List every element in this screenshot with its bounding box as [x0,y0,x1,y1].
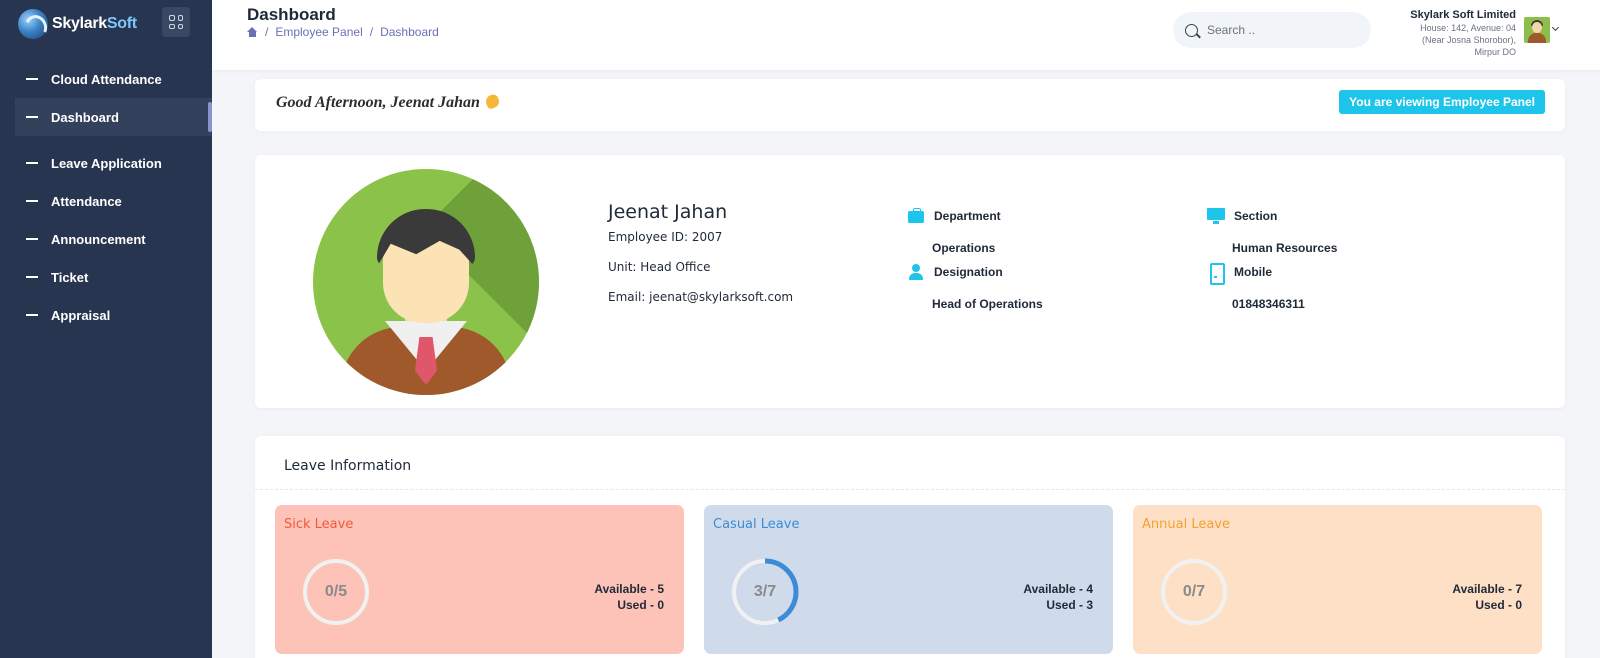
profile-card: Jeenat Jahan Employee ID: 2007 Unit: Hea… [255,155,1565,408]
sidebar-item-leave-application[interactable]: Leave Application [0,144,212,182]
breadcrumb-dashboard[interactable]: Dashboard [380,25,439,39]
monitor-icon [1207,207,1225,225]
sidebar-nav: Cloud Attendance Dashboard Leave Applica… [0,60,212,334]
company-address-line-1: House: 142, Avenue: 04 [1420,23,1516,33]
mobile-icon [1207,263,1225,285]
sidebar-item-label: Announcement [51,231,146,247]
profile-photo [313,169,539,395]
brand[interactable]: SkylarkSoft [0,0,212,48]
sidebar-item-ticket[interactable]: Ticket [0,258,212,296]
dash-icon [26,276,38,278]
divider [255,489,1565,490]
sidebar-item-label: Ticket [51,269,89,285]
top-header: Dashboard / Employee Panel / Dashboard S… [212,0,1600,70]
section-block: Section Human Resources [1207,207,1337,255]
greeting-text: Good Afternoon, Jeenat Jahan [276,93,501,112]
brand-name: SkylarkSoft [52,15,137,32]
leave-stats: Available - 5 Used - 0 [594,581,664,613]
employee-id: Employee ID: 2007 [608,230,723,244]
brand-logo-icon [18,9,48,39]
sidebar-item-attendance[interactable]: Attendance [0,182,212,220]
casual-leave-card[interactable]: Casual Leave 3/7 Available - 4 Used - 3 [704,505,1113,654]
designation-block: Designation Head of Operations [907,263,1043,311]
avatar[interactable] [1524,17,1550,43]
leave-progress-ring: 0/5 [301,557,371,627]
grid-icon [169,15,183,29]
leave-available: Available - 7 [1452,582,1522,596]
leave-name: Annual Leave [1142,517,1230,532]
ring-arc [731,558,799,626]
section-value: Human Resources [1232,241,1338,255]
leave-ratio: 0/5 [324,583,348,600]
search-input[interactable] [1207,23,1357,37]
sidebar-item-label: Attendance [51,193,122,209]
department-value: Operations [932,241,996,255]
dash-icon [26,78,38,80]
leave-stats: Available - 4 Used - 3 [1023,581,1093,613]
sidebar: SkylarkSoft Cloud Attendance Dashboard L… [0,0,212,658]
sick-leave-card[interactable]: Sick Leave 0/5 Available - 5 Used - 0 [275,505,684,654]
company-info: Skylark Soft Limited House: 142, Avenue:… [1356,9,1516,57]
person-icon [907,263,925,281]
sidebar-item-label: Cloud Attendance [51,71,162,87]
company-address-line-2: (Near Josna Shorobor), [1421,35,1516,45]
sidebar-toggle-button[interactable] [162,7,190,37]
leave-progress-ring: 3/7 [730,557,800,627]
breadcrumb: / Employee Panel / Dashboard [247,25,439,39]
sidebar-item-label: Dashboard [51,109,119,125]
leave-used: Used - 0 [617,598,664,612]
leave-ratio: 3/7 [753,583,777,600]
department-block: Department Operations [907,207,1001,255]
employee-name: Jeenat Jahan [608,201,728,223]
leave-name: Sick Leave [284,517,354,532]
leave-available: Available - 5 [594,582,664,596]
annual-leave-card[interactable]: Annual Leave 0/7 Available - 7 Used - 0 [1133,505,1542,654]
chevron-down-icon[interactable] [1551,23,1560,32]
company-address-line-3: Mirpur DO [1474,47,1516,57]
search-icon [1185,23,1198,37]
leave-information-title: Leave Information [284,458,412,474]
dash-icon [26,162,38,164]
dash-icon [26,314,38,316]
leave-ratio: 0/7 [1182,583,1206,600]
panel-badge: You are viewing Employee Panel [1339,90,1545,114]
greeting-card: Good Afternoon, Jeenat Jahan You are vie… [255,79,1565,131]
breadcrumb-employee-panel[interactable]: Employee Panel [275,25,363,39]
designation-value: Head of Operations [932,297,1043,311]
sidebar-item-label: Appraisal [51,307,111,323]
mobile-value: 01848346311 [1232,297,1305,311]
leave-progress-ring: 0/7 [1159,557,1229,627]
leave-available: Available - 4 [1023,582,1093,596]
company-name: Skylark Soft Limited [1410,9,1516,21]
leave-name: Casual Leave [713,517,800,532]
leave-used: Used - 3 [1046,598,1093,612]
briefcase-icon [907,207,925,225]
mobile-block: Mobile 01848346311 [1207,263,1305,311]
mobile-label: Mobile [1234,265,1272,279]
designation-label: Designation [934,265,1003,279]
home-icon[interactable] [247,27,258,37]
section-label: Section [1234,209,1278,223]
leave-used: Used - 0 [1475,598,1522,612]
ring-track [303,559,369,625]
search-box[interactable] [1173,12,1371,48]
sidebar-item-dashboard[interactable]: Dashboard [15,98,212,136]
dash-icon [26,116,38,118]
department-label: Department [934,209,1001,223]
employee-unit: Unit: Head Office [608,260,711,274]
dash-icon [26,238,38,240]
sidebar-item-label: Leave Application [51,155,162,171]
sidebar-item-announcement[interactable]: Announcement [0,220,212,258]
sidebar-item-appraisal[interactable]: Appraisal [0,296,212,334]
page-title: Dashboard [247,5,336,24]
leave-information-card: Leave Information Sick Leave 0/5 Availab… [255,436,1565,658]
leave-stats: Available - 7 Used - 0 [1452,581,1522,613]
clapping-hands-icon [484,93,501,110]
employee-email: Email: jeenat@skylarksoft.com [608,290,794,304]
dash-icon [26,200,38,202]
ring-track [1161,559,1227,625]
sidebar-item-cloud-attendance[interactable]: Cloud Attendance [0,60,212,98]
